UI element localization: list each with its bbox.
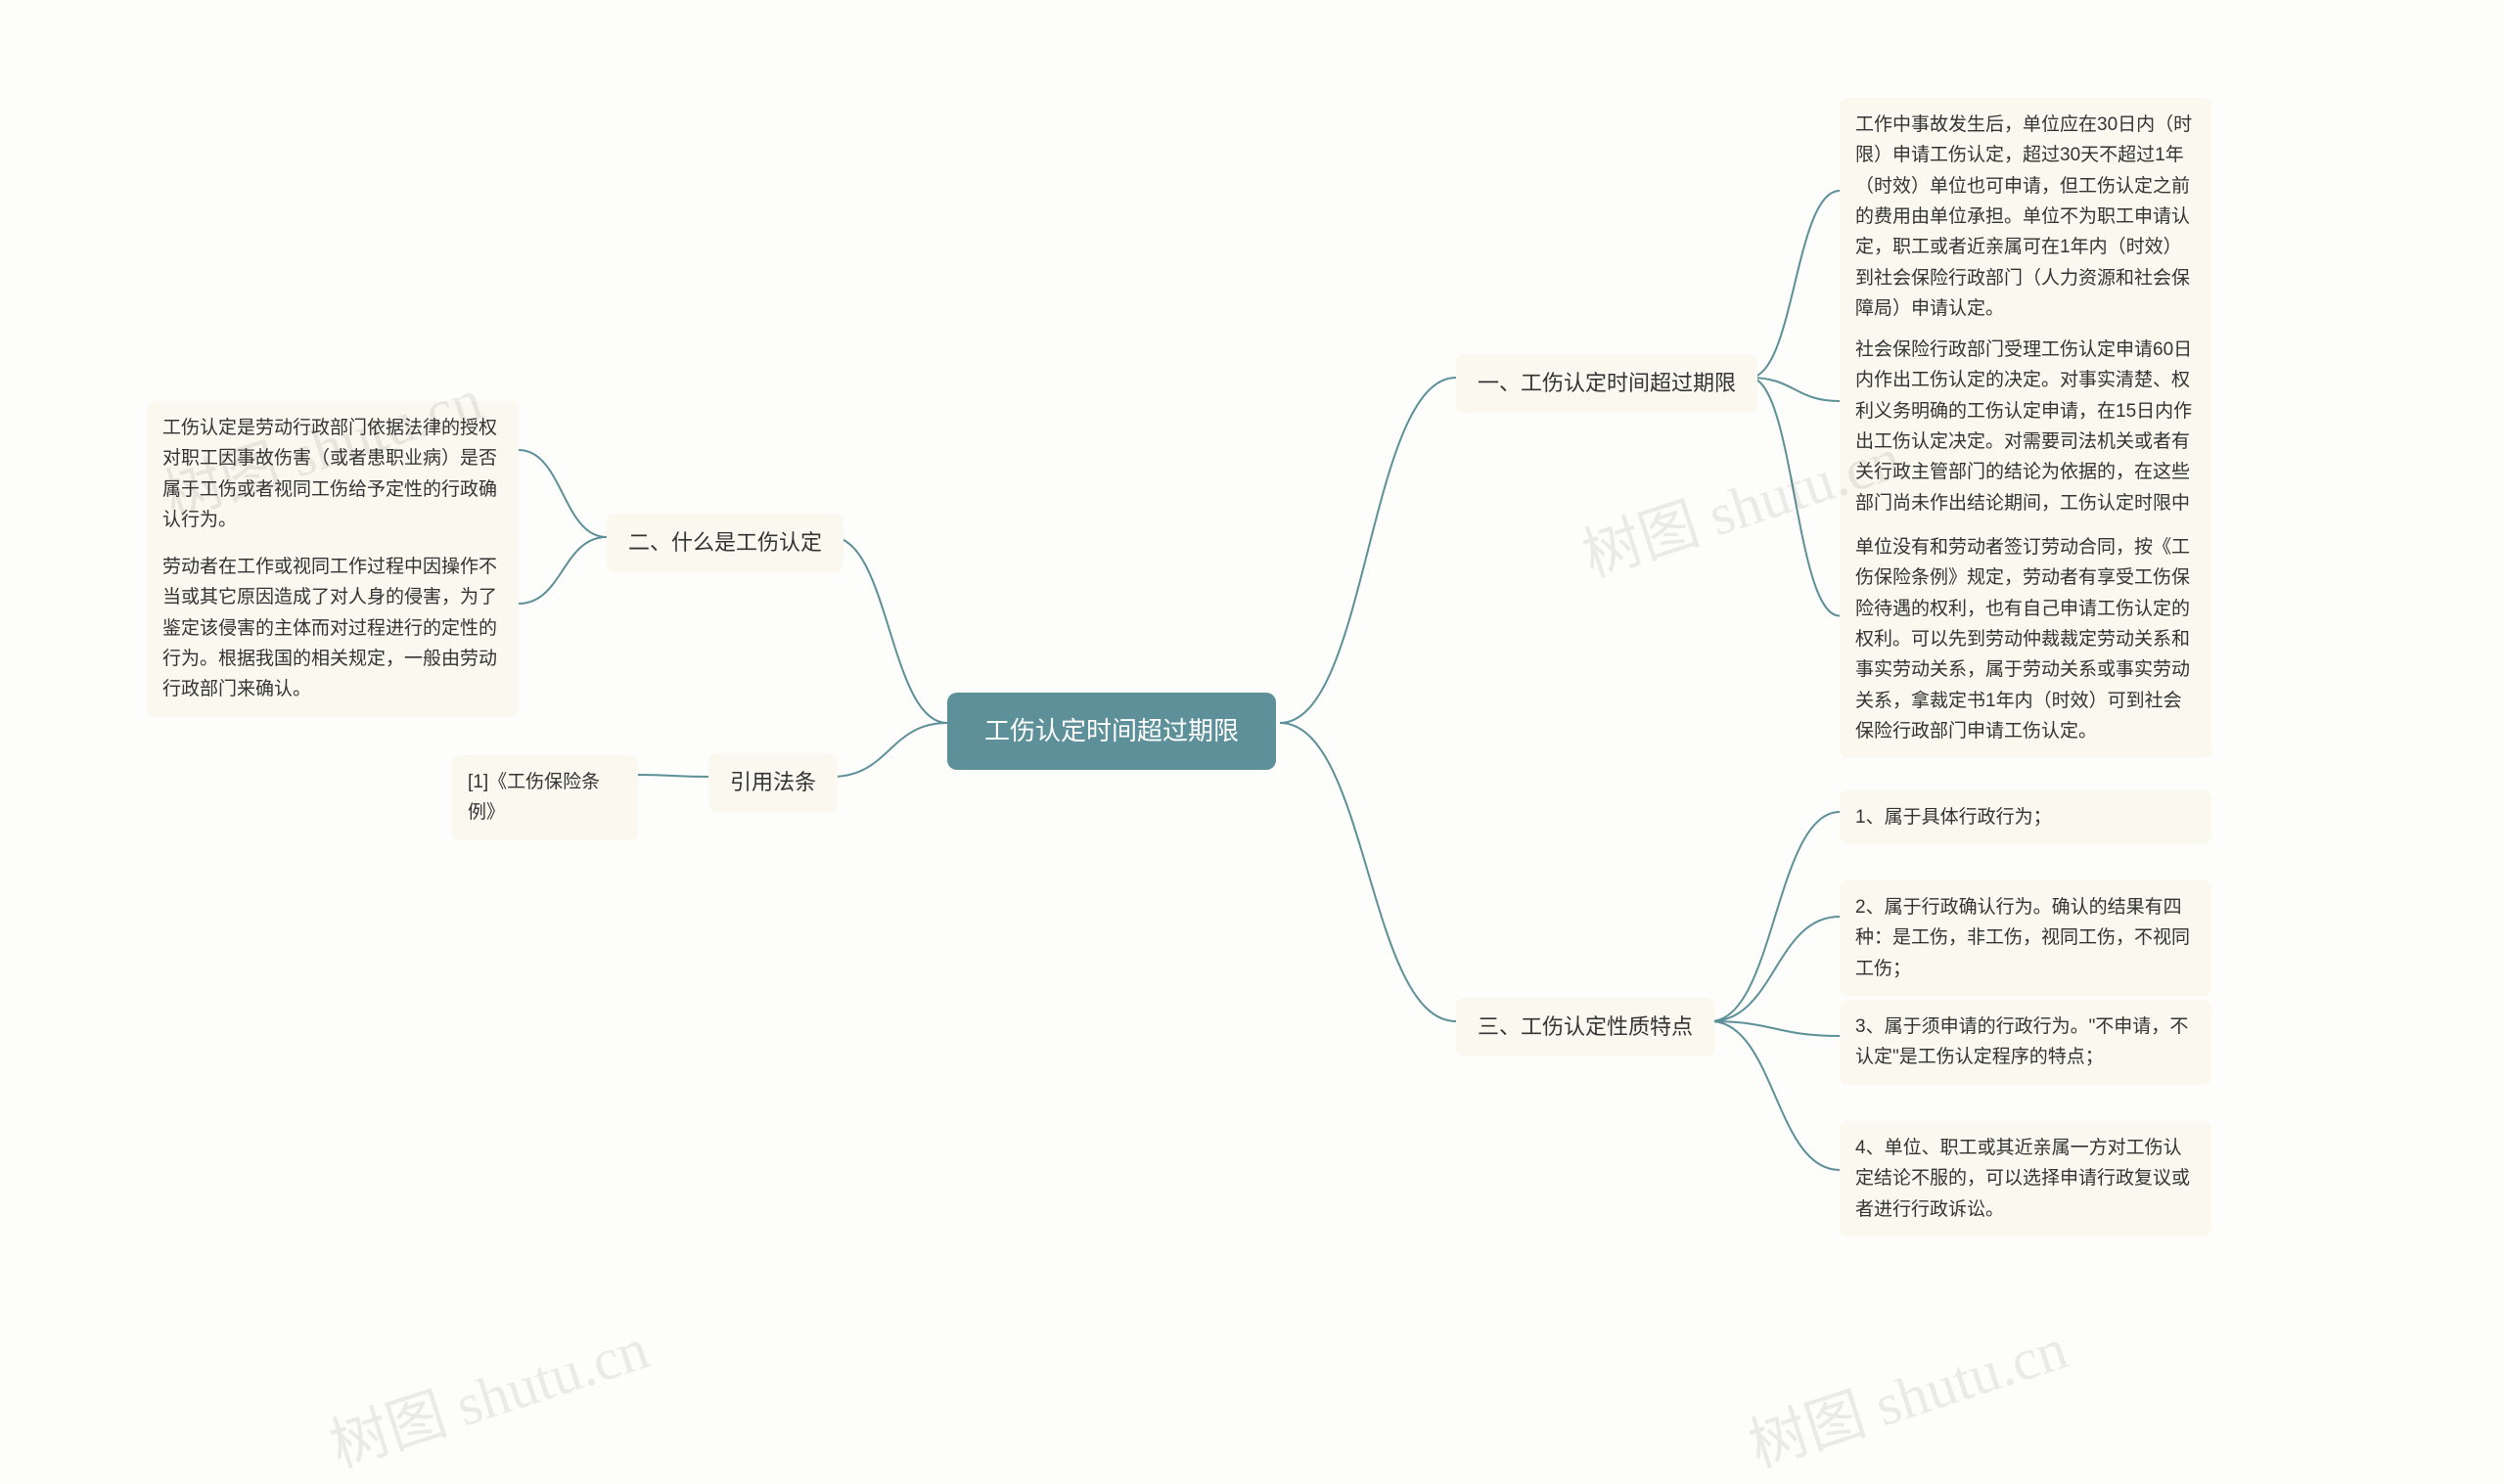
branch-3[interactable]: 三、工伤认定性质特点 bbox=[1456, 998, 1714, 1057]
watermark: 树图 shutu.cn bbox=[1737, 1301, 2076, 1484]
watermark: 树图 shutu.cn bbox=[318, 1301, 658, 1484]
branch-2-leaf-2[interactable]: 劳动者在工作或视同工作过程中因操作不当或其它原因造成了对人身的侵害，为了鉴定该侵… bbox=[147, 540, 519, 717]
branch-1-leaf-3[interactable]: 单位没有和劳动者签订劳动合同，按《工伤保险条例》规定，劳动者有享受工伤保险待遇的… bbox=[1840, 520, 2211, 758]
branch-3-leaf-1[interactable]: 1、属于具体行政行为； bbox=[1840, 790, 2211, 844]
branch-1[interactable]: 一、工伤认定时间超过期限 bbox=[1456, 354, 1757, 413]
branch-2-leaf-1[interactable]: 工伤认定是劳动行政部门依据法律的授权对职工因事故伤害（或者患职业病）是否属于工伤… bbox=[147, 401, 519, 547]
branch-3-leaf-3[interactable]: 3、属于须申请的行政行为。"不申请，不认定"是工伤认定程序的特点； bbox=[1840, 1000, 2211, 1085]
center-node[interactable]: 工伤认定时间超过期限 bbox=[947, 693, 1276, 770]
branch-2[interactable]: 二、什么是工伤认定 bbox=[607, 514, 843, 572]
branch-1-leaf-1[interactable]: 工作中事故发生后，单位应在30日内（时限）申请工伤认定，超过30天不超过1年（时… bbox=[1840, 98, 2211, 336]
branch-3-leaf-2[interactable]: 2、属于行政确认行为。确认的结果有四种：是工伤，非工伤，视同工伤，不视同工伤； bbox=[1840, 880, 2211, 996]
branch-4-leaf-1[interactable]: [1]《工伤保险条例》 bbox=[452, 755, 638, 840]
branch-4[interactable]: 引用法条 bbox=[708, 753, 838, 812]
branch-3-leaf-4[interactable]: 4、单位、职工或其近亲属一方对工伤认定结论不服的，可以选择申请行政复议或者进行行… bbox=[1840, 1121, 2211, 1237]
